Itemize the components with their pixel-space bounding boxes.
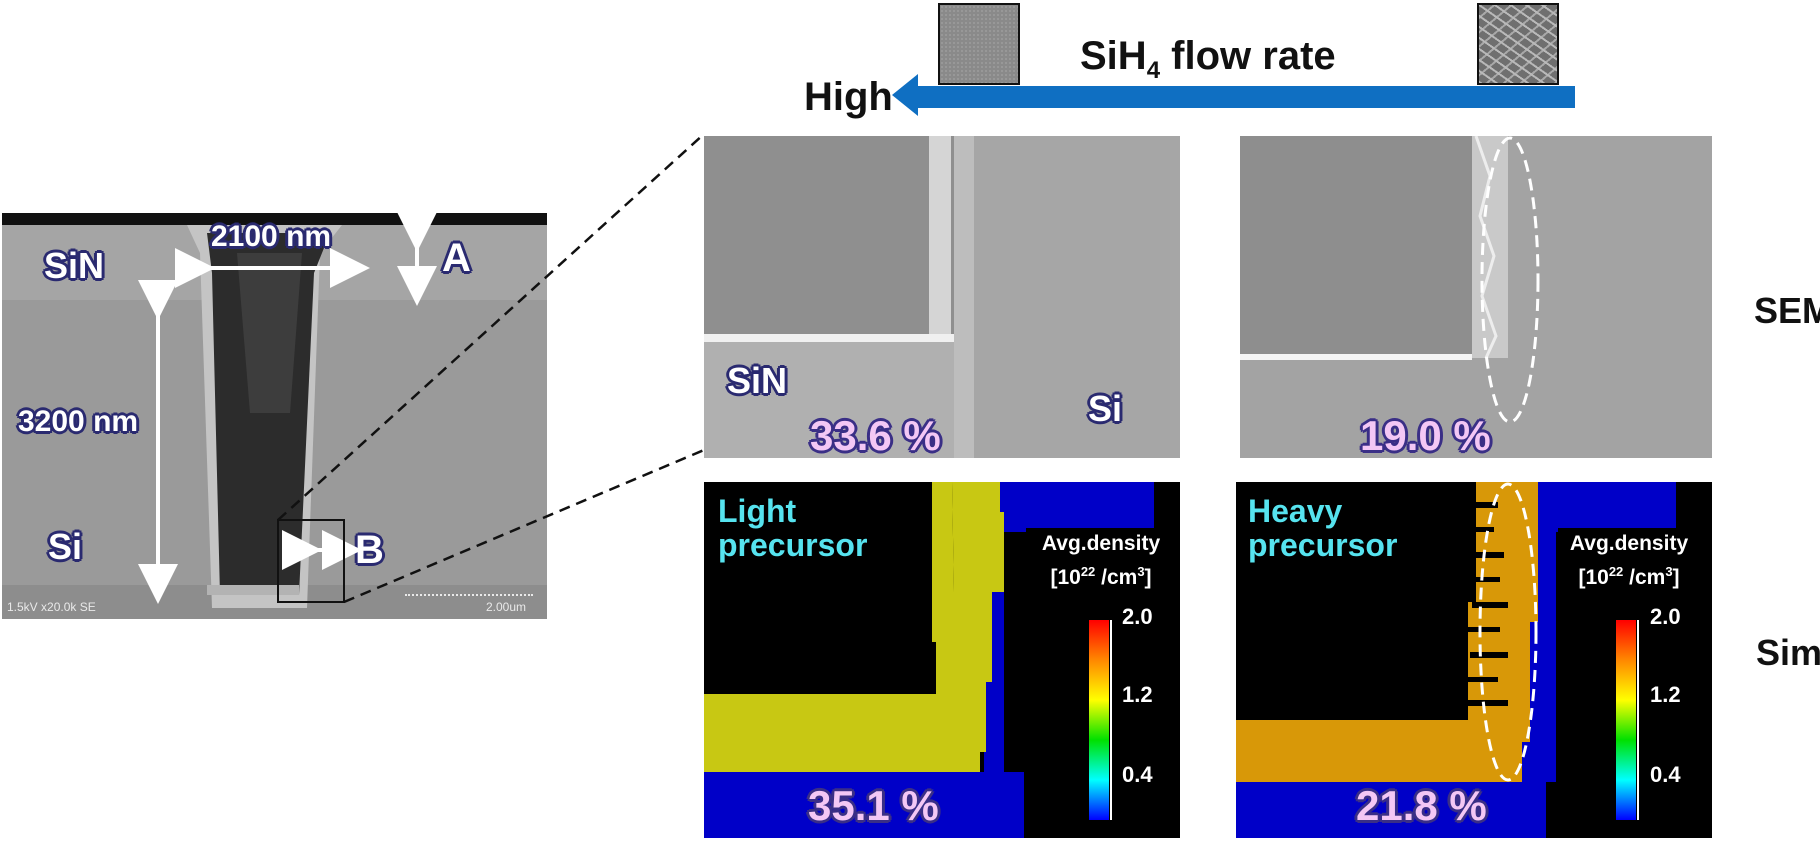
thumbnail-rough — [1477, 3, 1559, 85]
overview-footer-left: 1.5kV x20.0k SE — [7, 600, 96, 614]
overview-annotations — [138, 133, 705, 604]
sim-right-colorbar-title-line1: Avg.density — [1569, 532, 1689, 555]
sem-right-percent: 19.0 % — [1360, 412, 1491, 459]
sim-right-percent: 21.8 % — [1356, 782, 1487, 829]
row-label-sim: Sim. — [1756, 632, 1820, 673]
sem-left-percent: 33.6 % — [810, 412, 941, 459]
high-label: High — [804, 75, 893, 119]
sim-left-precursor: Light precursor — [718, 494, 867, 562]
flow-rate-label: SiH4 flow rate — [1080, 34, 1336, 84]
sim-right-colorbar-title-line2: [1022 /cm3] — [1578, 564, 1680, 589]
sim-right-colorbar-title: Avg.density [1022 /cm3] — [1556, 530, 1702, 592]
sim-right-colorbar-axis — [1637, 620, 1643, 820]
sim-left-colorbar-title-line2: [1022 /cm3] — [1050, 564, 1152, 589]
flow-arrow — [892, 74, 1575, 116]
overview-width-label: 2100 nm — [211, 220, 332, 253]
overview-marker-a: A — [442, 236, 471, 280]
sim-left-tick-top: 2.0 — [1122, 604, 1153, 629]
sim-left-colorbar-title: Avg.density [1022 /cm3] — [1028, 530, 1174, 592]
sim-right-precursor-line1: Heavy — [1248, 493, 1343, 529]
sim-left-precursor-line2: precursor — [718, 527, 868, 563]
sim-right-tick-top: 2.0 — [1650, 604, 1681, 629]
row-label-sem: SEM — [1754, 290, 1820, 331]
sim-right-precursor-line2: precursor — [1248, 527, 1398, 563]
scale-bar — [405, 594, 533, 596]
sim-left-percent: 35.1 % — [808, 782, 939, 829]
sim-left-colorbar-axis — [1110, 620, 1116, 820]
sim-left-precursor-line1: Light — [718, 493, 797, 529]
sem-left-si-label: Si — [1088, 388, 1123, 429]
sem-left-sin-label: SiN — [727, 360, 788, 401]
sim-right-colorbar — [1616, 620, 1636, 820]
overview-depth-label: 3200 nm — [18, 405, 139, 438]
sim-left-panel — [704, 482, 1180, 838]
flow-rate-header: SiH4 flow rate — [800, 0, 1820, 120]
sim-right-panel — [1236, 482, 1712, 838]
overview-si-label: Si — [48, 526, 83, 567]
sim-right-tick-mid: 1.2 — [1650, 682, 1681, 707]
sim-left-tick-bottom: 0.4 — [1122, 762, 1153, 787]
sim-right-precursor: Heavy precursor — [1248, 494, 1397, 562]
sim-left-colorbar-title-line1: Avg.density — [1041, 532, 1161, 555]
sim-left-tick-mid: 1.2 — [1122, 682, 1153, 707]
sem-left-panel — [704, 136, 1180, 458]
sim-left-colorbar — [1089, 620, 1109, 820]
sim-right-tick-bottom: 0.4 — [1650, 762, 1681, 787]
overview-footer-right: 2.00um — [486, 600, 527, 614]
thumbnail-smooth — [938, 3, 1020, 85]
sem-right-panel — [1240, 136, 1712, 458]
overview-sin-label: SiN — [44, 245, 105, 286]
